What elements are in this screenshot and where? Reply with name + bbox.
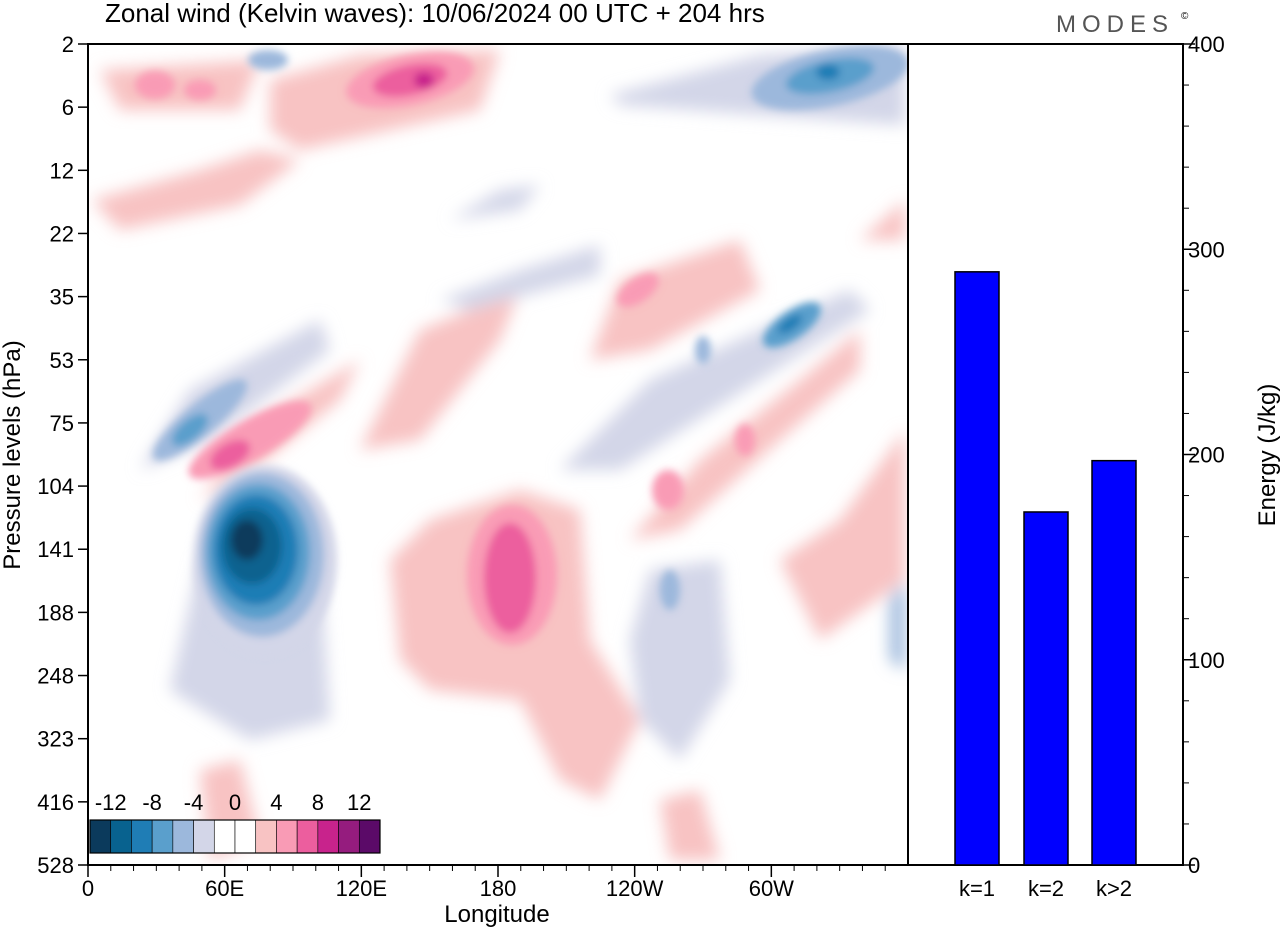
- colorbar-swatches: [89, 819, 381, 854]
- colorbar-swatch: [89, 819, 112, 854]
- pink-band-upper-right: [860, 200, 905, 240]
- colorbar-swatch: [296, 819, 319, 854]
- y-tick-label: 2: [62, 32, 74, 57]
- blue-band-upper-small: [450, 185, 540, 220]
- y-axis-label: Pressure levels (hPa): [0, 340, 26, 569]
- y-tick-label: 75: [50, 411, 74, 436]
- energy-tick-label: 100: [1188, 648, 1225, 673]
- blue-blob-top-right-4: [248, 50, 288, 70]
- chart-title: Zonal wind (Kelvin waves): 10/06/2024 00…: [105, 0, 765, 28]
- energy-bar: [1091, 459, 1137, 866]
- x-tick-label: 60E: [205, 876, 244, 901]
- colorbar-swatch: [110, 819, 132, 854]
- blue-band-low-center: [630, 560, 730, 760]
- pink-blob-right-lower: [652, 470, 684, 510]
- heatmap-panel: -12 -8 -4 0 4 8 12: [87, 43, 909, 866]
- blue-blob-right-small: [695, 336, 711, 364]
- colorbar-label: 12: [347, 790, 371, 815]
- energy-tick-label: 0: [1188, 853, 1200, 878]
- pink-blob-top-left: [135, 71, 175, 99]
- y-tick-label: 104: [37, 474, 74, 499]
- y-tick-label: 323: [37, 727, 74, 752]
- y-tick-label: 22: [50, 221, 74, 246]
- energy-bars: [954, 271, 1137, 866]
- pink-band-lower-center: [390, 490, 640, 800]
- colorbar-swatch: [172, 819, 194, 854]
- energy-tick-label: 200: [1188, 443, 1225, 468]
- pink-blob-top-2: [372, 63, 448, 97]
- colorbar-frame: [89, 819, 381, 854]
- colorbar-labels: -12 -8 -4 0 4 8 12: [95, 790, 372, 815]
- x-axis-label: Longitude: [444, 901, 549, 928]
- pink-band-upper-left: [92, 150, 300, 230]
- x-tick-label: 180: [480, 876, 517, 901]
- contour-field: [92, 45, 908, 860]
- colorbar-swatch: [193, 819, 215, 854]
- bar-category-label: k=1: [959, 876, 995, 901]
- y-tick-label: 53: [50, 348, 74, 373]
- bar-x-axis: k=1 k=2 k>2: [959, 876, 1132, 901]
- blue-band-upper-mid: [440, 245, 600, 310]
- colorbar: -12 -8 -4 0 4 8 12: [89, 790, 381, 854]
- colorbar-swatch: [317, 819, 339, 854]
- colorbar-label: -12: [95, 790, 127, 815]
- y-tick-label: 248: [37, 664, 74, 689]
- colorbar-swatch: [131, 819, 153, 854]
- colorbar-swatch: [338, 819, 360, 854]
- blue-blob-lower-left-6: [231, 520, 263, 560]
- energy-tick-label: 300: [1188, 237, 1225, 262]
- y-axis: 2 6 12 22 35 53 75 104 141 188 248 323 416 528: [37, 32, 88, 878]
- pink-band-right-edge: [780, 430, 905, 640]
- pink-blob-center-2: [484, 523, 536, 633]
- colorbar-label: 0: [229, 790, 241, 815]
- modes-logo: MODES: [1056, 11, 1174, 38]
- colorbar-swatch: [151, 819, 174, 854]
- energy-bar: [954, 271, 1000, 866]
- y-tick-label: 188: [37, 600, 74, 625]
- bar-category-label: k>2: [1096, 876, 1132, 901]
- y-tick-label: 416: [37, 790, 74, 815]
- colorbar-swatch: [358, 819, 381, 854]
- y-tick-label: 141: [37, 537, 74, 562]
- x-tick-label: 60W: [749, 876, 794, 901]
- x-axis: 0 60E 120E 180 120W 60W: [82, 865, 886, 901]
- x-tick-label: 120W: [606, 876, 664, 901]
- colorbar-swatch: [255, 819, 277, 854]
- blue-blob-top-right-3: [816, 64, 840, 80]
- energy-y-axis: 0 100 200 300 400: [1183, 32, 1225, 878]
- blue-band-right-low: [890, 580, 905, 670]
- bar-category-label: k=2: [1028, 876, 1064, 901]
- x-tick-label: 120E: [336, 876, 387, 901]
- blue-blob-right-mid-core: [778, 314, 802, 334]
- pink-blob-top-left-2: [184, 80, 216, 100]
- pink-band-lower-mid: [660, 790, 720, 860]
- blue-blob-upper-left-core: [171, 413, 209, 447]
- pink-blob-top-3: [414, 72, 434, 88]
- y-tick-label: 12: [50, 158, 74, 183]
- colorbar-label: 4: [270, 790, 282, 815]
- pink-band-right-upper: [590, 240, 760, 360]
- energy-bar: [1023, 511, 1069, 866]
- y-tick-label: 6: [62, 95, 74, 120]
- colorbar-swatch: [234, 819, 257, 854]
- colorbar-swatch: [276, 819, 298, 854]
- y-tick-label: 35: [50, 285, 74, 310]
- colorbar-label: -4: [184, 790, 204, 815]
- colorbar-label: 8: [312, 790, 324, 815]
- energy-tick-label: 400: [1188, 32, 1225, 57]
- x-tick-label: 0: [82, 876, 94, 901]
- colorbar-swatch: [213, 819, 236, 854]
- pink-band-top-left: [100, 60, 260, 110]
- blue-blob-low-center: [660, 570, 680, 610]
- logo-mark: ©: [1181, 11, 1189, 22]
- pink-blob-right-lower-2: [735, 424, 755, 456]
- pink-blob-right-upper: [617, 273, 659, 307]
- pink-blob-upper-left-core: [210, 439, 250, 471]
- colorbar-label: -8: [142, 790, 162, 815]
- bar-panel: k=1 k=2 k>2 0 100 200 300 400 Energy (J/kg): [907, 32, 1280, 901]
- y-tick-label: 528: [37, 853, 74, 878]
- pink-band-mid: [360, 290, 520, 450]
- energy-axis-label: Energy (J/kg): [1254, 384, 1280, 527]
